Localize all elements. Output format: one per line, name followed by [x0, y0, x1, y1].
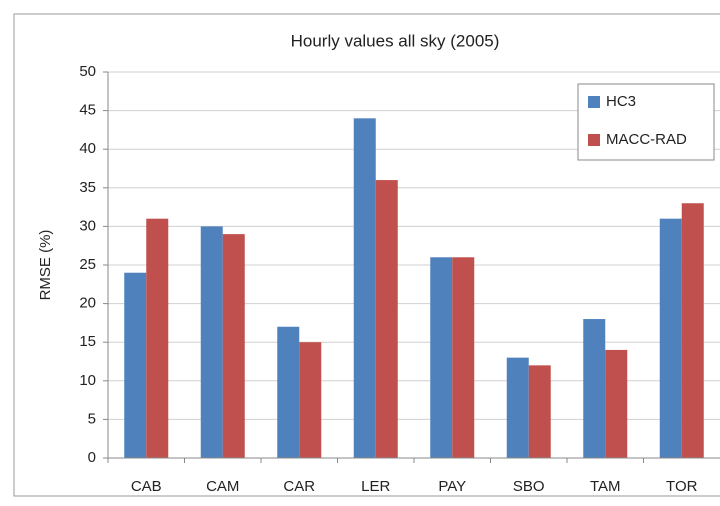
y-tick-label: 10 — [79, 372, 96, 389]
bar — [124, 272, 147, 458]
x-tick-label: CAM — [206, 478, 239, 495]
y-tick-label: 15 — [79, 333, 96, 350]
bar — [681, 203, 704, 458]
x-tick-label: CAR — [283, 478, 315, 495]
bar — [353, 118, 376, 458]
bar — [506, 357, 529, 458]
bar — [299, 342, 322, 458]
x-tick-label: TOR — [666, 478, 698, 495]
y-tick-label: 0 — [88, 449, 96, 466]
legend-swatch — [588, 134, 600, 146]
bar — [146, 218, 169, 458]
chart-title: Hourly values all sky (2005) — [291, 31, 500, 50]
y-tick-label: 25 — [79, 256, 96, 273]
bar — [583, 319, 606, 458]
bar — [222, 234, 245, 458]
y-tick-label: 30 — [79, 217, 96, 234]
bar — [277, 326, 300, 458]
x-tick-label: CAB — [131, 478, 162, 495]
bar — [375, 180, 398, 458]
bar — [605, 349, 628, 458]
bar — [528, 365, 551, 458]
bar — [200, 226, 223, 458]
legend-swatch — [588, 96, 600, 108]
y-tick-label: 45 — [79, 102, 96, 119]
x-tick-label: PAY — [438, 478, 466, 495]
x-tick-label: TAM — [590, 478, 621, 495]
x-tick-label: LER — [361, 478, 390, 495]
y-tick-label: 20 — [79, 295, 96, 312]
y-tick-label: 40 — [79, 140, 96, 157]
y-axis-label: RMSE (%) — [37, 230, 54, 301]
y-tick-label: 50 — [79, 63, 96, 80]
bar — [430, 257, 453, 458]
bar — [452, 257, 475, 458]
y-tick-label: 35 — [79, 179, 96, 196]
legend-label: MACC-RAD — [606, 131, 687, 148]
chart-frame — [13, 13, 720, 497]
bar — [659, 218, 682, 458]
y-tick-label: 5 — [88, 410, 96, 427]
legend-label: HC3 — [606, 93, 636, 110]
x-tick-label: SBO — [513, 478, 545, 495]
legend-box — [577, 83, 715, 161]
